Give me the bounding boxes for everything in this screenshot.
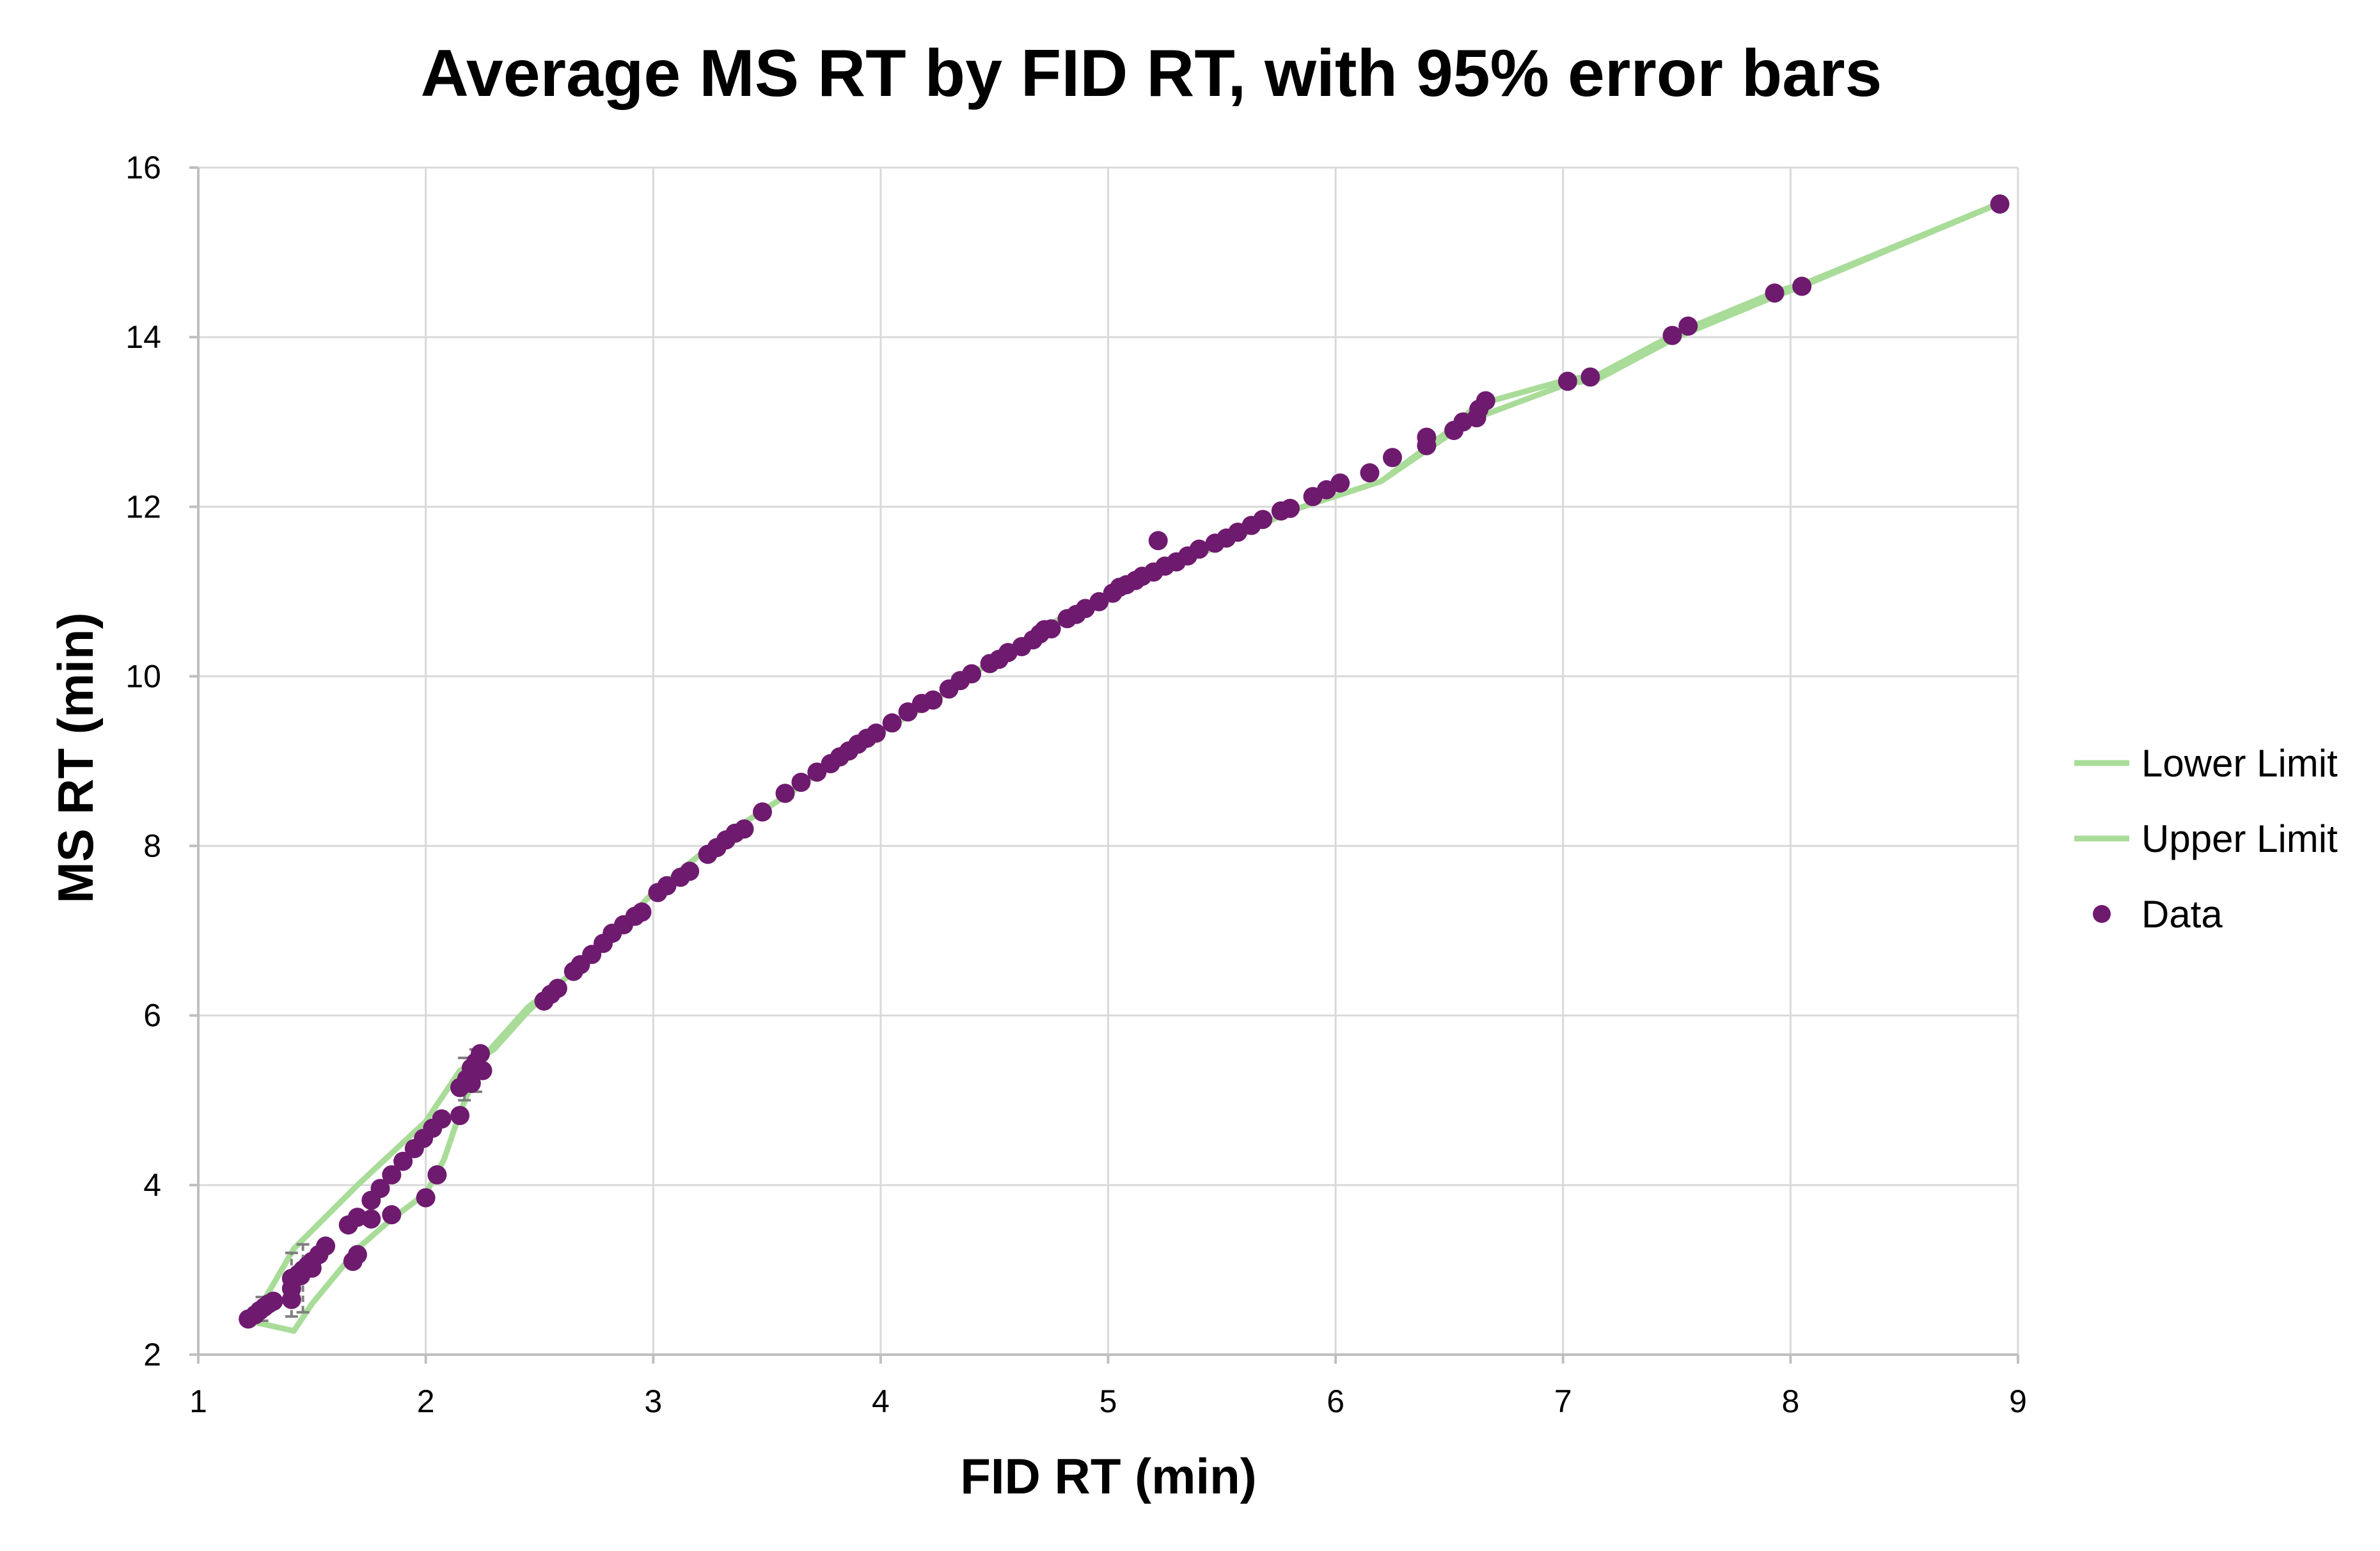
data-point: [753, 802, 772, 822]
data-point: [882, 713, 902, 733]
data-point: [866, 723, 886, 743]
data-point: [1580, 367, 1600, 387]
chart-title: Average MS RT by FID RT, with 95% error …: [421, 36, 1882, 111]
data-point: [473, 1060, 493, 1080]
data-point: [264, 1291, 283, 1311]
x-tick-label: 3: [644, 1383, 662, 1419]
data-point: [1253, 510, 1273, 530]
x-tick-label: 9: [2009, 1383, 2027, 1419]
legend-label-data: Data: [2141, 893, 2223, 936]
y-axis-title: MS RT (min): [47, 613, 104, 904]
data-point: [393, 1151, 413, 1171]
data-point: [1189, 539, 1209, 559]
data-point: [347, 1245, 367, 1264]
y-tick-label: 14: [125, 319, 161, 355]
data-point: [450, 1106, 469, 1126]
x-axis-title: FID RT (min): [960, 1448, 1257, 1504]
data-point: [680, 862, 700, 881]
data-point: [1041, 619, 1061, 639]
gridlines: [197, 166, 2019, 1356]
data-point: [361, 1209, 381, 1229]
data-point: [898, 702, 918, 722]
data-points: [239, 194, 2010, 1329]
data-point: [1383, 448, 1402, 468]
legend: Lower Limit Upper Limit Data: [2074, 742, 2338, 936]
data-point: [316, 1236, 336, 1256]
data-point: [461, 1073, 481, 1093]
legend-label-lower-limit: Lower Limit: [2141, 742, 2338, 785]
y-tick-label: 4: [143, 1167, 161, 1203]
upper-limit-line: [245, 200, 2003, 1324]
data-point: [471, 1044, 490, 1064]
y-tick-label: 6: [143, 998, 161, 1034]
limit-lines: [245, 200, 2003, 1334]
data-point: [1792, 276, 1812, 296]
data-point: [291, 1266, 310, 1286]
x-tick-label: 8: [1781, 1383, 1799, 1419]
data-point: [1678, 316, 1698, 336]
y-tick-label: 8: [143, 828, 161, 864]
x-tick-label: 4: [872, 1383, 890, 1419]
legend-label-upper-limit: Upper Limit: [2141, 817, 2338, 860]
data-point: [1476, 391, 1495, 411]
y-tick-label: 2: [143, 1337, 161, 1373]
data-point: [416, 1188, 436, 1208]
data-point: [923, 690, 943, 710]
y-tick-label: 12: [125, 489, 161, 524]
x-tick-label: 7: [1554, 1383, 1572, 1419]
x-tick-label: 5: [1099, 1383, 1117, 1419]
data-point: [1360, 463, 1380, 483]
y-tick-label: 10: [125, 658, 161, 694]
data-point: [427, 1165, 447, 1185]
x-tick-label: 2: [417, 1383, 435, 1419]
data-point: [1990, 194, 2010, 214]
data-point: [791, 773, 811, 792]
data-point: [1417, 427, 1437, 447]
data-point: [734, 819, 754, 839]
data-point: [1662, 326, 1682, 345]
data-point: [1765, 283, 1785, 303]
data-point: [382, 1165, 402, 1185]
data-point: [632, 902, 652, 922]
legend-swatch-data: [2093, 905, 2111, 923]
data-point: [1330, 473, 1350, 493]
data-point: [370, 1179, 390, 1199]
data-point: [548, 979, 567, 998]
data-point: [432, 1109, 452, 1129]
data-point: [382, 1205, 402, 1225]
y-tick-label: 16: [125, 150, 161, 185]
data-point: [1148, 531, 1168, 551]
lower-limit-line: [245, 200, 2003, 1334]
x-tick-label: 6: [1327, 1383, 1344, 1419]
data-point: [1281, 498, 1300, 518]
x-tick-label: 1: [189, 1383, 207, 1419]
data-point: [962, 664, 982, 684]
data-point: [1557, 372, 1577, 391]
data-point: [775, 783, 795, 803]
axes: [189, 166, 2019, 1364]
